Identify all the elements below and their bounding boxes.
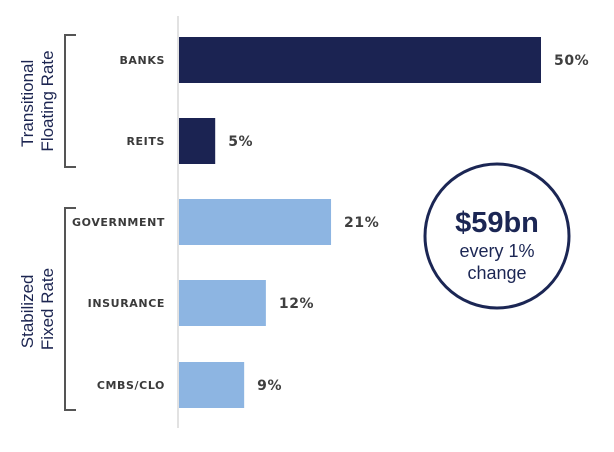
bar-government [179,199,332,245]
group-label-stabilized-line-1: Stabilized [18,275,37,349]
callout-circle [423,162,571,310]
bracket-stabilized [64,207,76,411]
bar-banks [179,37,541,83]
bracket-transitional [64,34,76,168]
category-label-reits: REITS [126,135,165,148]
callout-line-1: every 1% [459,241,534,261]
callout-line-2: change [467,263,526,283]
group-label-stabilized: Stabilized Fixed Rate [18,268,57,350]
bars: BANKS 50% REITS 5% GOVERNMENT 21% INSURANCE 12%… [72,37,589,408]
value-label-reits: 5% [228,134,253,150]
group-stabilized: Stabilized Fixed Rate [18,207,76,411]
value-label-insurance: 12% [279,296,314,312]
value-label-banks: 50% [554,53,589,69]
category-label-insurance: INSURANCE [88,297,165,310]
value-label-government: 21% [344,215,379,231]
bar-insurance [179,280,266,326]
group-transitional: Transitional Floating Rate [18,34,76,168]
category-label-cmbs-clo: CMBS/CLO [97,379,165,392]
group-label-transitional-line-1: Transitional [18,60,37,147]
category-label-banks: BANKS [119,54,165,67]
bar-cmbs-clo [179,362,245,408]
category-label-government: GOVERNMENT [72,216,165,229]
callout: $59bn every 1% change [423,162,571,310]
value-label-cmbs-clo: 9% [257,378,282,394]
callout-headline: $59bn [455,207,539,239]
bar-reits [179,118,216,164]
group-label-transitional-line-2: Floating Rate [38,50,57,151]
group-label-transitional: Transitional Floating Rate [18,50,57,151]
group-label-stabilized-line-2: Fixed Rate [38,268,57,350]
